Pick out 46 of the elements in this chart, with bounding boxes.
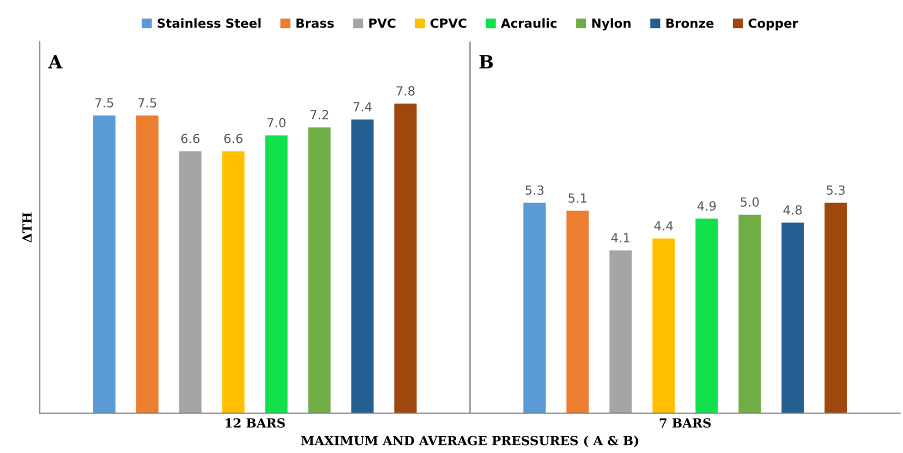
data-label: 5.3: [526, 185, 544, 195]
bar: [179, 151, 202, 414]
bar: [652, 238, 675, 414]
x-tick-label: 7 BARS: [660, 418, 711, 428]
legend-label: Stainless Steel: [158, 18, 261, 28]
x-axis-title: MAXIMUM AND AVERAGE PRESSURES ( A & B): [301, 436, 638, 448]
legend-label: Brass: [296, 18, 334, 28]
x-tick-label: 12 BARS: [226, 418, 285, 428]
legend-label: Nylon: [592, 18, 631, 30]
bar: [824, 202, 847, 414]
data-label: 6.6: [224, 134, 243, 144]
data-label: 7.8: [396, 86, 415, 96]
legend-label: Bronze: [666, 18, 714, 28]
data-label: 6.6: [181, 134, 200, 144]
text: A: [48, 55, 63, 68]
data-label: 7.5: [95, 98, 114, 108]
bar: [308, 127, 331, 414]
bar: [136, 115, 158, 414]
data-label: 7.5: [138, 98, 156, 108]
bar: [695, 218, 718, 414]
legend-label: PVC: [369, 18, 396, 28]
bar: [351, 119, 374, 414]
data-label: 7.0: [267, 118, 286, 128]
bar: [93, 115, 116, 414]
legend-label: Copper: [748, 18, 798, 30]
data-label: 4.8: [783, 205, 802, 215]
bar: [523, 202, 546, 414]
data-label: 4.1: [611, 233, 630, 242]
data-label: 5.1: [568, 193, 586, 203]
bar: [566, 210, 589, 414]
bar: [609, 250, 632, 414]
y-axis-title: ΔTH: [22, 212, 32, 242]
bar: [222, 151, 245, 414]
bar: [782, 222, 804, 414]
data-label: 4.4: [654, 221, 673, 230]
data-label: 4.9: [697, 201, 716, 211]
data-label: 7.4: [354, 102, 372, 112]
text: B: [479, 55, 493, 68]
legend-label: CPVC: [430, 18, 466, 28]
legend-label: Acraulic: [500, 18, 557, 28]
data-label: 5.3: [826, 185, 845, 195]
bar: [265, 135, 288, 414]
data-label: 7.2: [310, 110, 328, 120]
data-label: 5.0: [740, 197, 759, 207]
bar: [394, 104, 417, 414]
bar: [738, 214, 761, 414]
